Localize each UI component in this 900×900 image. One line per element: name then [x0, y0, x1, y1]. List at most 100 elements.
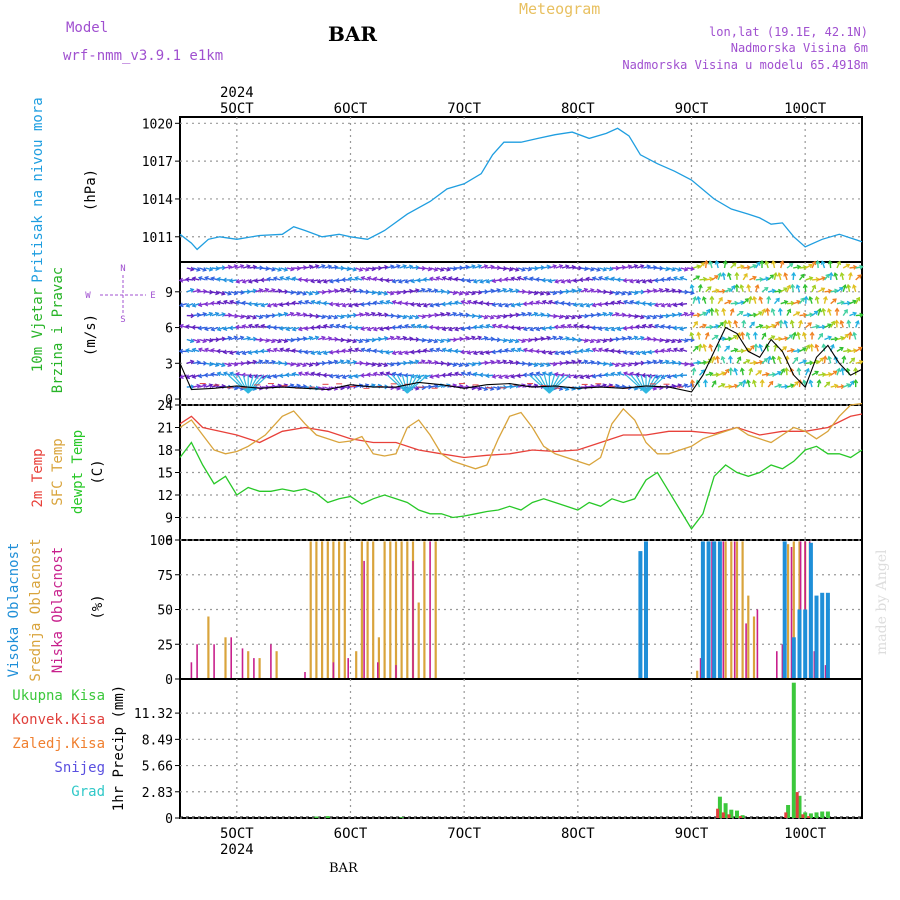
wind-arrow — [574, 360, 582, 364]
wind-arrow-head — [527, 361, 533, 367]
wind-arrow-head — [329, 278, 334, 284]
wind-arrow-head — [652, 359, 658, 365]
wind-arrow — [299, 385, 307, 388]
precip-unit-label: 1hr Precip (mm) — [111, 685, 127, 811]
wind-arrow-head — [678, 301, 684, 307]
wind-arrow — [355, 290, 363, 293]
wind-arrow — [405, 290, 413, 293]
wind-arrow — [791, 284, 794, 292]
wind-arrow — [299, 291, 307, 295]
wind-arrow — [586, 361, 594, 364]
low-cloud-bar — [776, 651, 778, 679]
wind-arrow-head — [333, 359, 339, 365]
wind-arrow-head — [185, 276, 190, 282]
wind-arrow — [705, 326, 713, 329]
wind-arrow-head — [795, 284, 801, 289]
wind-arrow-head — [665, 266, 670, 272]
wind-arrow-head — [447, 326, 453, 332]
wind-arrow-head — [671, 383, 677, 389]
wind-arrow-head — [629, 299, 634, 305]
wind-arrow — [786, 263, 794, 269]
wind-arrow-head — [265, 266, 270, 272]
wind-arrow-head — [658, 359, 664, 365]
wind-arrow-head — [198, 276, 203, 281]
wind-arrow-head — [813, 310, 819, 315]
wind-arrow-head — [758, 295, 764, 301]
wind-arrow-head — [297, 326, 303, 332]
wind-arrow-head — [665, 288, 670, 293]
y-tick-label: 1020 — [142, 117, 173, 132]
wind-arrow — [311, 314, 319, 318]
wind-arrow — [542, 300, 550, 305]
wind-arrow — [568, 289, 576, 293]
wind-arrow-head — [603, 301, 609, 307]
wind-arrow-head — [391, 350, 397, 356]
wind-arrow — [199, 290, 207, 293]
wind-arrow-head — [815, 359, 820, 365]
wind-arrow-head — [708, 260, 714, 265]
wind-arrow-head — [335, 302, 340, 308]
wind-arrow — [580, 267, 588, 270]
bottom-x-tick-label: 9OCT — [675, 826, 709, 842]
wind-arrow — [286, 267, 294, 271]
wind-arrow — [680, 267, 688, 271]
wind-arrow — [605, 267, 613, 271]
wind-arrow — [198, 276, 206, 281]
wind-arrow — [443, 291, 451, 293]
wind-arrow — [830, 338, 838, 341]
wind-arrow-head — [466, 371, 472, 377]
wind-arrow-head — [354, 302, 359, 308]
wind-arrow-head — [752, 275, 757, 281]
wind-arrow-head — [227, 264, 233, 270]
wind-arrow — [298, 278, 306, 281]
wind-arrow-head — [383, 290, 389, 296]
wind-arrow — [217, 372, 225, 376]
wind-arrow-head — [708, 343, 714, 349]
wind-arrow — [728, 320, 732, 328]
wind-arrow — [224, 265, 232, 269]
wind-arrow-head — [241, 324, 247, 329]
wind-arrow-head — [665, 338, 670, 344]
wind-arrow — [217, 362, 225, 367]
wind-arrow — [580, 314, 588, 318]
wind-arrow — [611, 312, 619, 317]
wind-arrow — [280, 362, 288, 365]
wind-arrow-head — [596, 338, 601, 344]
wind-arrow-head — [535, 276, 540, 282]
wind-arrow — [505, 385, 513, 388]
wind-arrow — [317, 336, 326, 341]
wind-arrow-head — [384, 264, 389, 270]
wind-arrow-head — [541, 277, 546, 283]
wind-arrow — [324, 337, 332, 341]
total-precip-bar — [786, 805, 791, 818]
wind-arrow-head — [278, 325, 284, 331]
wind-arrow — [605, 362, 613, 366]
wind-arrow — [455, 337, 463, 341]
wind-arrow — [836, 336, 844, 341]
mid-cloud-bar — [224, 637, 227, 679]
wind-arrow-head — [221, 312, 226, 318]
wind-arrow-head — [859, 312, 864, 318]
wind-arrow — [830, 298, 837, 305]
wind-arrow — [286, 362, 294, 366]
wind-arrow — [680, 326, 688, 330]
wind-arrow-head — [397, 324, 403, 330]
wind-arrow-head — [496, 385, 502, 391]
wind-arrow — [561, 302, 569, 305]
wind-arrow-head — [452, 311, 458, 317]
wind-arrow-head — [185, 302, 191, 308]
wind-arrow-head — [272, 276, 278, 281]
wind-arrow — [605, 338, 613, 341]
wind-arrow-head — [529, 371, 534, 377]
wind-arrow-head — [477, 290, 483, 295]
wind-arrow-head — [786, 308, 792, 313]
wind-arrow-head — [246, 335, 251, 341]
wind-arrow-head — [610, 371, 615, 377]
wind-arrow — [499, 338, 507, 342]
wind-arrow-head — [704, 331, 710, 337]
wind-arrow-head — [203, 372, 209, 378]
wind-arrow — [523, 326, 531, 331]
wind-arrow — [843, 349, 851, 353]
wind-arrow-head — [727, 355, 733, 360]
wind-arrow-head — [385, 371, 391, 377]
